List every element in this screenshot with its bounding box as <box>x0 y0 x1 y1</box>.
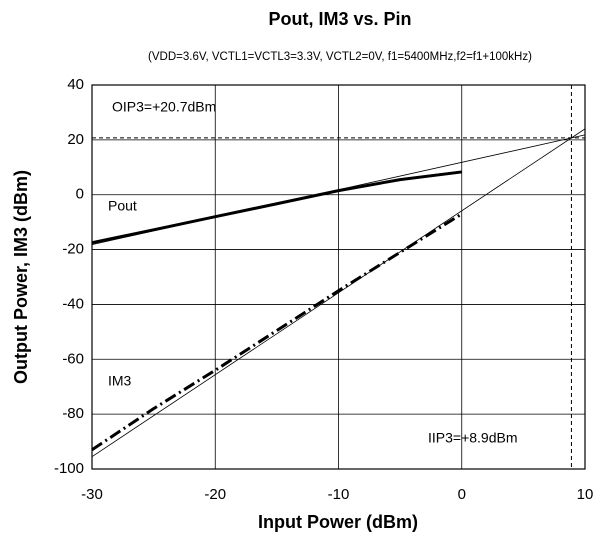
series-line <box>91 212 463 452</box>
y-tick-label: -80 <box>62 405 84 422</box>
series-label: Pout <box>108 198 137 214</box>
x-tick-label: -10 <box>328 486 350 503</box>
x-tick-label: -30 <box>81 486 103 503</box>
annotation: OIP3=+20.7dBm <box>112 99 216 115</box>
series-line <box>91 170 462 245</box>
chart-title: Pout, IM3 vs. Pin <box>268 9 411 29</box>
y-tick-label: 40 <box>67 76 84 93</box>
y-tick-label: 20 <box>67 131 84 148</box>
x-tick-label: -20 <box>204 486 226 503</box>
annotation: IIP3=+8.9dBm <box>428 430 518 446</box>
x-tick-label: 0 <box>458 486 466 503</box>
x-axis-label: Input Power (dBm) <box>258 512 418 532</box>
x-tick-label: 10 <box>577 486 594 503</box>
series-label: IM3 <box>108 373 132 389</box>
y-tick-label: -60 <box>62 350 84 367</box>
y-tick-label: -40 <box>62 295 84 312</box>
y-tick-label: 0 <box>76 186 84 203</box>
chart-subtitle: (VDD=3.6V, VCTL1=VCTL3=3.3V, VCTL2=0V, f… <box>148 51 532 63</box>
plot-frame <box>91 84 586 470</box>
y-axis-label: Output Power, IM3 (dBm) <box>11 170 31 384</box>
extrapolation-line <box>91 128 586 457</box>
y-tick-label: -100 <box>54 460 84 477</box>
y-tick-label: -20 <box>62 241 84 258</box>
